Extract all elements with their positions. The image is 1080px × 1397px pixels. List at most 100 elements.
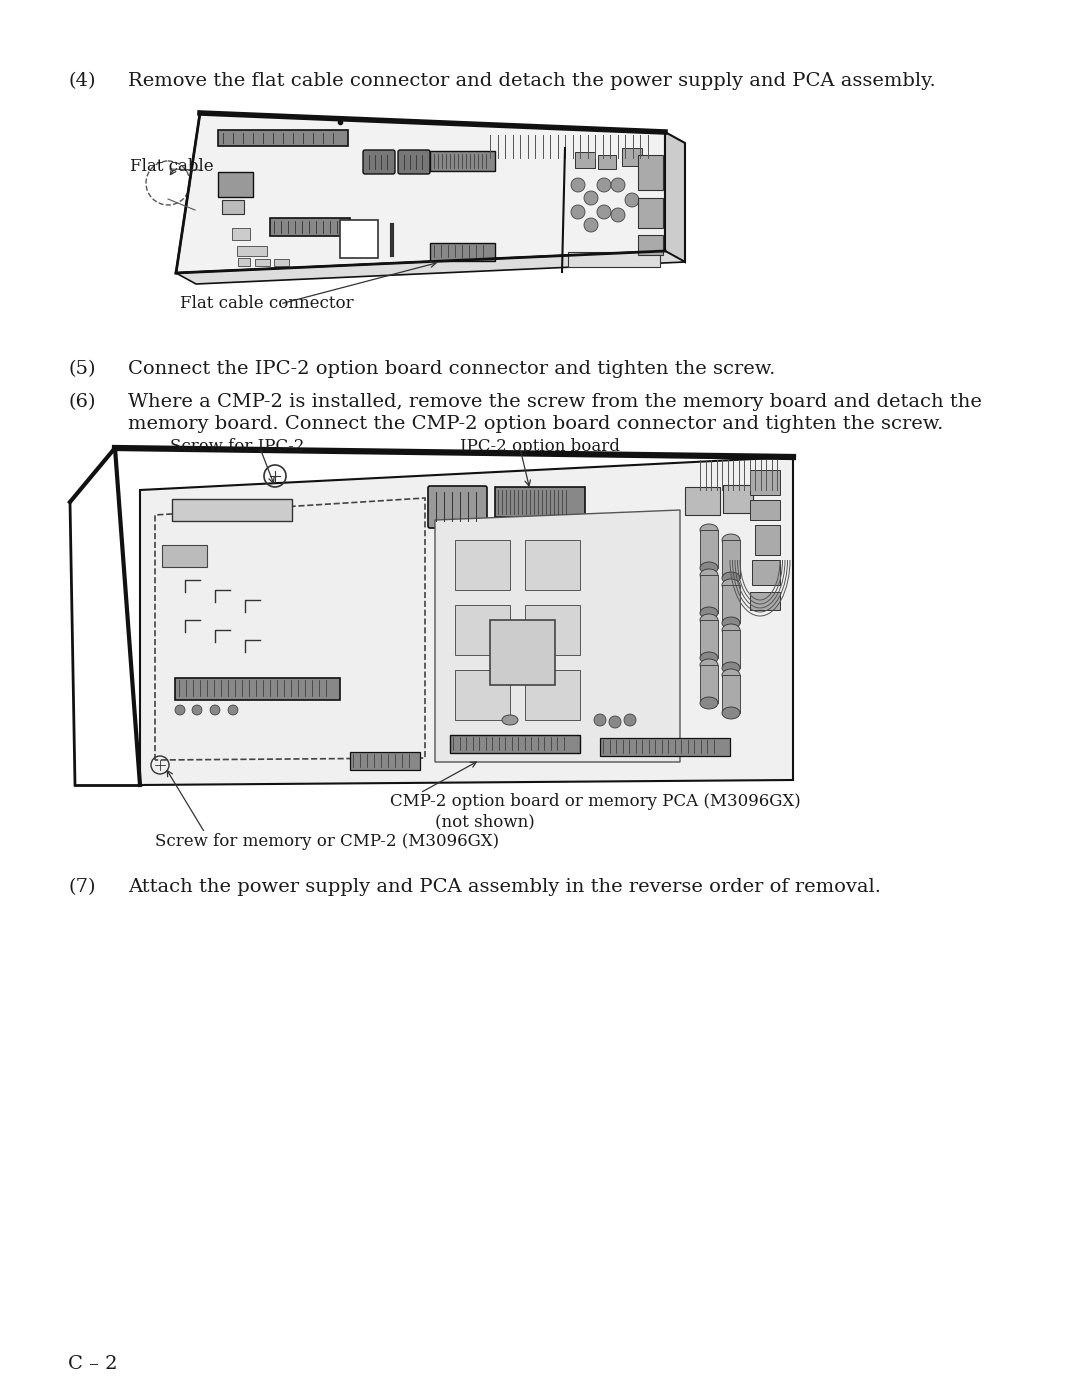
- Bar: [340, 219, 378, 258]
- Polygon shape: [665, 131, 685, 263]
- Bar: [638, 198, 663, 228]
- Ellipse shape: [700, 697, 718, 710]
- Bar: [723, 630, 740, 668]
- Bar: [525, 671, 580, 719]
- Bar: [622, 148, 642, 166]
- Ellipse shape: [700, 524, 718, 536]
- Polygon shape: [435, 510, 680, 761]
- Bar: [175, 678, 340, 700]
- Ellipse shape: [723, 624, 740, 636]
- Bar: [638, 155, 663, 190]
- Ellipse shape: [700, 562, 718, 574]
- Text: Screw for IPC-2: Screw for IPC-2: [170, 439, 305, 455]
- Bar: [638, 235, 663, 256]
- Bar: [255, 258, 270, 265]
- Polygon shape: [140, 457, 793, 785]
- Text: memory board. Connect the CMP-2 option board connector and tighten the screw.: memory board. Connect the CMP-2 option b…: [129, 415, 943, 433]
- Circle shape: [611, 208, 625, 222]
- Text: (6): (6): [68, 393, 95, 411]
- Polygon shape: [156, 497, 426, 760]
- Ellipse shape: [723, 578, 740, 591]
- Bar: [455, 605, 510, 655]
- Bar: [238, 258, 249, 265]
- Circle shape: [597, 205, 611, 219]
- Text: CMP-2 option board or memory PCA (M3096GX): CMP-2 option board or memory PCA (M3096G…: [390, 793, 800, 810]
- Bar: [752, 560, 780, 585]
- Bar: [568, 251, 660, 267]
- Bar: [600, 738, 730, 756]
- Ellipse shape: [723, 707, 740, 719]
- Text: Attach the power supply and PCA assembly in the reverse order of removal.: Attach the power supply and PCA assembly…: [129, 877, 881, 895]
- Bar: [750, 469, 780, 495]
- Bar: [450, 735, 580, 753]
- Bar: [270, 218, 350, 236]
- Text: Flat cable connector: Flat cable connector: [180, 295, 353, 312]
- Bar: [700, 665, 718, 703]
- Bar: [525, 541, 580, 590]
- Polygon shape: [176, 251, 685, 284]
- Text: Screw for memory or CMP-2 (M3096GX): Screw for memory or CMP-2 (M3096GX): [156, 833, 499, 849]
- Text: (not shown): (not shown): [435, 813, 535, 830]
- Ellipse shape: [700, 615, 718, 626]
- Bar: [723, 585, 740, 623]
- Bar: [237, 246, 267, 256]
- Text: (4): (4): [68, 73, 95, 89]
- Circle shape: [192, 705, 202, 715]
- Bar: [755, 525, 780, 555]
- Circle shape: [597, 177, 611, 191]
- Ellipse shape: [700, 569, 718, 581]
- Bar: [575, 152, 595, 168]
- Circle shape: [175, 705, 185, 715]
- Bar: [218, 172, 253, 197]
- Circle shape: [210, 705, 220, 715]
- Text: (7): (7): [68, 877, 95, 895]
- Bar: [700, 576, 718, 613]
- Ellipse shape: [723, 617, 740, 629]
- Bar: [685, 488, 720, 515]
- Ellipse shape: [723, 534, 740, 546]
- Bar: [723, 485, 753, 513]
- Bar: [723, 675, 740, 712]
- Ellipse shape: [723, 662, 740, 673]
- Bar: [430, 243, 495, 261]
- Circle shape: [609, 717, 621, 728]
- Bar: [700, 529, 718, 569]
- Bar: [750, 500, 780, 520]
- Text: (5): (5): [68, 360, 95, 379]
- Bar: [750, 592, 780, 610]
- Polygon shape: [176, 113, 665, 272]
- Bar: [274, 258, 289, 265]
- Ellipse shape: [723, 669, 740, 680]
- Text: Remove the flat cable connector and detach the power supply and PCA assembly.: Remove the flat cable connector and deta…: [129, 73, 935, 89]
- Bar: [218, 130, 348, 147]
- Bar: [430, 151, 495, 170]
- Circle shape: [228, 705, 238, 715]
- Bar: [495, 488, 585, 517]
- Circle shape: [584, 218, 598, 232]
- Text: Flat cable: Flat cable: [130, 158, 214, 175]
- Text: C – 2: C – 2: [68, 1355, 118, 1373]
- Ellipse shape: [502, 715, 518, 725]
- Text: Where a CMP-2 is installed, remove the screw from the memory board and detach th: Where a CMP-2 is installed, remove the s…: [129, 393, 982, 411]
- Text: IPC-2 option board: IPC-2 option board: [460, 439, 620, 455]
- Circle shape: [625, 193, 639, 207]
- FancyBboxPatch shape: [399, 149, 430, 175]
- Circle shape: [584, 191, 598, 205]
- Circle shape: [594, 714, 606, 726]
- FancyBboxPatch shape: [363, 149, 395, 175]
- Ellipse shape: [700, 652, 718, 664]
- Circle shape: [571, 177, 585, 191]
- Circle shape: [611, 177, 625, 191]
- Ellipse shape: [723, 571, 740, 584]
- Bar: [222, 200, 244, 214]
- Circle shape: [624, 714, 636, 726]
- Bar: [232, 228, 249, 240]
- Bar: [455, 541, 510, 590]
- Bar: [723, 541, 740, 578]
- Ellipse shape: [700, 659, 718, 671]
- Bar: [700, 620, 718, 658]
- Bar: [162, 545, 207, 567]
- Text: Connect the IPC-2 option board connector and tighten the screw.: Connect the IPC-2 option board connector…: [129, 360, 775, 379]
- Bar: [350, 752, 420, 770]
- Bar: [172, 499, 292, 521]
